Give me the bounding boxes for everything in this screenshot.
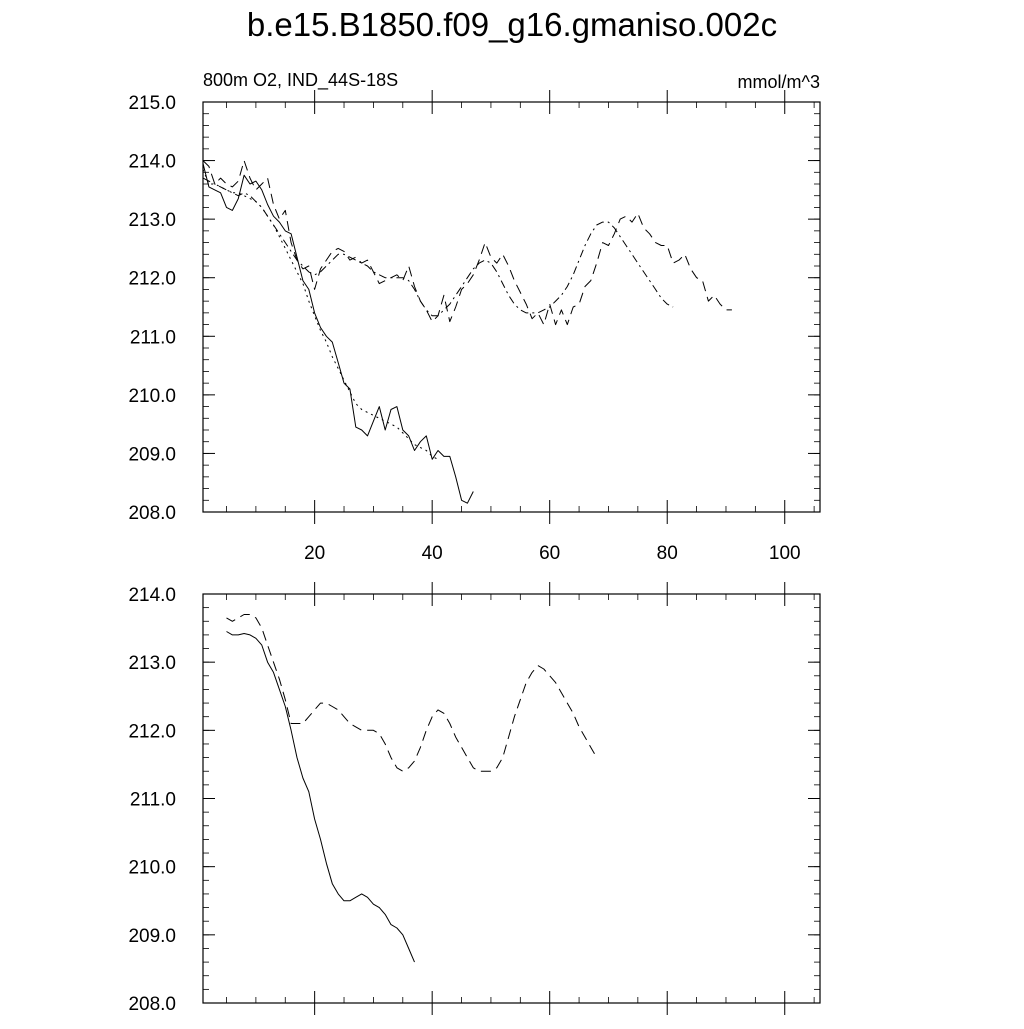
y-tick-label: 208.0 (128, 994, 176, 1015)
subtitle-right: mmol/m^3 (738, 72, 820, 92)
x-tick-label: 80 (657, 543, 678, 564)
y-tick-label: 208.0 (128, 503, 176, 524)
y-tick-label: 211.0 (130, 327, 176, 348)
y-tick-label: 214.0 (128, 152, 176, 173)
x-tick-label: 60 (539, 543, 560, 564)
x-tick-label: 20 (304, 543, 325, 564)
y-tick-label: 214.0 (128, 585, 176, 606)
top-panel: 208.0 209.0 210.0 211.0 212.0 213.0 214.0 215.0… (128, 70, 821, 564)
plot-frame (202, 101, 821, 513)
series-line-dotted (202, 169, 439, 460)
y-tick-label: 212.0 (128, 721, 176, 742)
plot-frame (202, 593, 821, 1004)
y-tick-label: 212.0 (128, 269, 176, 290)
series-line-dashed (202, 160, 732, 326)
series-line-dashed (226, 614, 598, 772)
x-tick-label: 100 (769, 543, 801, 564)
series-line-dashdot (202, 177, 674, 317)
y-tick-label: 209.0 (128, 926, 176, 947)
y-tick-label: 209.0 (128, 444, 176, 465)
x-tick-label: 40 (422, 543, 443, 564)
y-tick-label: 213.0 (128, 210, 176, 231)
y-tick-label: 211.0 (130, 790, 176, 811)
bottom-panel: 208.0 209.0 210.0 211.0 212.0 213.0 214.0 (128, 582, 821, 1015)
y-tick-label: 215.0 (128, 93, 176, 114)
y-tick-label: 210.0 (128, 386, 176, 407)
chart-title: b.e15.B1850.f09_g16.gmaniso.002c (246, 6, 778, 43)
y-tick-label: 210.0 (128, 858, 176, 879)
y-tick-label: 213.0 (128, 653, 176, 674)
subtitle-left: 800m O2, IND_44S-18S (203, 70, 398, 91)
series-line-solid (226, 631, 415, 963)
series-line-solid (202, 163, 474, 504)
